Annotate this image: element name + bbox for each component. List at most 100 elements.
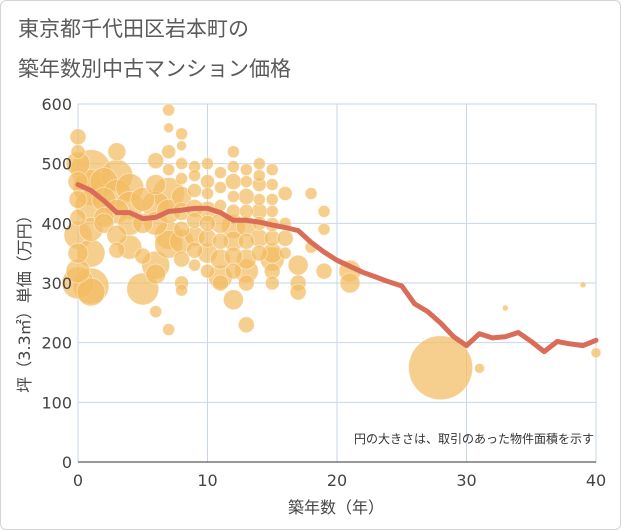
bubble-point xyxy=(175,157,189,171)
chart-title-line-2: 築年数別中古マンション価格 xyxy=(18,57,291,81)
bubble-point xyxy=(108,241,126,259)
y-tick-label: 500 xyxy=(41,155,72,174)
bubble-point xyxy=(224,173,242,190)
bubble-point xyxy=(237,188,255,205)
bubble-point xyxy=(579,281,587,289)
bubble-point xyxy=(188,169,201,183)
bubble-point xyxy=(238,203,254,219)
bubble-size-note: 円の大きさは、取引のあった物件面積を示す xyxy=(354,431,594,446)
bubble-point xyxy=(224,262,242,280)
bubble-point xyxy=(222,289,244,311)
y-axis-title: 坪（3.3㎡）単価（万円） xyxy=(15,207,34,392)
bubble-point xyxy=(474,362,485,374)
bubble-point xyxy=(339,272,361,294)
bubble-point xyxy=(163,122,175,134)
bubble-point xyxy=(162,103,176,117)
x-tick-label: 40 xyxy=(586,471,606,490)
bubble-point xyxy=(201,157,214,171)
x-tick-label: 30 xyxy=(456,471,476,490)
y-tick-label: 400 xyxy=(41,214,72,233)
x-tick-label: 0 xyxy=(73,471,83,490)
x-axis-title: 築年数（年） xyxy=(288,498,384,517)
bubble-point xyxy=(315,262,333,280)
bubble-point xyxy=(265,193,279,206)
bubble-point xyxy=(149,305,163,319)
bubble-point xyxy=(214,166,227,180)
bubble-point xyxy=(162,163,176,177)
y-tick-label: 0 xyxy=(62,453,72,472)
bubble-point xyxy=(76,277,106,307)
x-tick-label: 20 xyxy=(327,471,347,490)
bubble-point xyxy=(304,187,318,200)
bubble-point xyxy=(212,274,229,292)
bubble-point xyxy=(252,193,266,206)
y-tick-label: 100 xyxy=(41,393,72,412)
bubble-point xyxy=(250,244,268,262)
bubble-point xyxy=(145,263,167,285)
bubble-point xyxy=(590,347,602,359)
bubble-point xyxy=(201,187,214,200)
bubble-point xyxy=(107,142,127,162)
bubble-point xyxy=(276,229,294,247)
bubble-point xyxy=(67,242,89,264)
bubble-point xyxy=(145,174,167,195)
bubble-point xyxy=(237,316,255,334)
bubble-point xyxy=(264,275,280,291)
bubble-point xyxy=(188,258,201,272)
bubble-point xyxy=(278,246,292,260)
y-tick-label: 200 xyxy=(41,334,72,353)
bubble-point xyxy=(69,128,87,146)
bubble-point xyxy=(317,204,331,218)
bubble-point xyxy=(265,178,279,191)
bubble-point xyxy=(200,174,215,189)
bubble-point xyxy=(130,187,156,212)
average-price-line xyxy=(75,182,599,355)
bubble-point xyxy=(265,163,279,177)
bubble-point xyxy=(239,175,253,188)
bubble-point xyxy=(287,254,309,276)
bubble-point xyxy=(226,190,240,203)
bubble-point xyxy=(237,232,255,250)
bubble-point xyxy=(239,163,253,177)
bubble-point xyxy=(199,214,216,232)
bubble-point xyxy=(175,283,189,297)
y-tick-label: 600 xyxy=(41,95,72,114)
bubble-point xyxy=(173,220,191,238)
bubble-point xyxy=(237,274,255,292)
bubble-point xyxy=(212,232,229,250)
bubble-point xyxy=(161,144,177,160)
bubble-point xyxy=(277,186,293,201)
bubble-point xyxy=(68,190,88,209)
bubble-point xyxy=(187,183,202,198)
x-tick-label: 10 xyxy=(197,471,217,490)
bubble-point xyxy=(175,127,189,141)
bubble-point xyxy=(134,247,152,265)
bubble-point xyxy=(252,157,266,171)
bubble-point xyxy=(200,263,215,279)
bubble-point xyxy=(93,212,115,234)
bubble-point xyxy=(147,152,165,170)
bubble-point xyxy=(408,335,474,401)
y-tick-label: 300 xyxy=(41,274,72,293)
bubble-point xyxy=(214,181,227,194)
bubble-point xyxy=(317,222,331,236)
bubble-point xyxy=(186,241,203,259)
bubble-point xyxy=(69,208,87,226)
bubble-point xyxy=(175,172,189,185)
bubble-point xyxy=(173,250,191,268)
chart-title-line-1: 東京都千代田区岩本町の xyxy=(18,17,249,41)
average-line-series xyxy=(75,182,599,355)
bubble-point xyxy=(501,304,509,312)
bubble-series xyxy=(61,103,602,401)
bubble-point xyxy=(252,169,266,183)
bubble-point xyxy=(265,204,279,218)
bubble-point xyxy=(289,283,307,301)
bubble-point xyxy=(223,246,243,266)
bubble-point xyxy=(226,160,240,174)
bubble-point xyxy=(176,140,188,152)
bubble-point xyxy=(226,145,240,159)
bubble-point xyxy=(70,144,86,160)
